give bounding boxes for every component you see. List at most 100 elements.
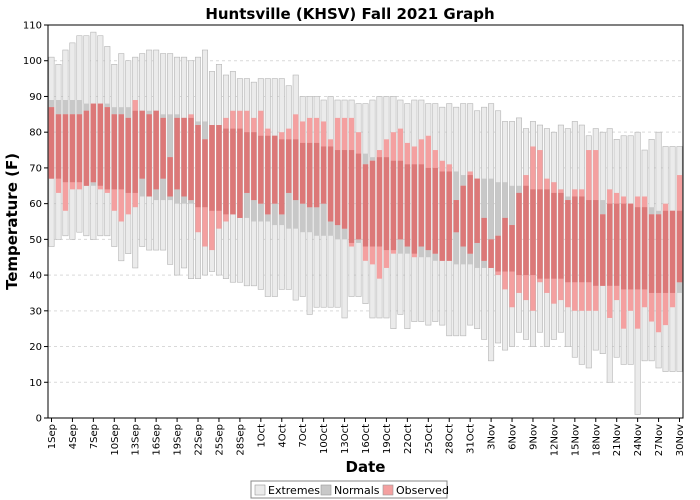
overlap-bar: [355, 153, 362, 240]
overlap-bar: [146, 114, 152, 197]
x-axis-label: Date: [346, 458, 386, 476]
overlap-bar: [230, 128, 236, 215]
y-tick-label: 100: [23, 56, 42, 67]
overlap-bar: [627, 203, 634, 290]
overlap-bar: [418, 164, 425, 247]
overlap-bar: [376, 157, 383, 247]
legend-box: [250, 480, 448, 499]
overlap-bar: [334, 150, 341, 226]
overlap-bar: [174, 117, 180, 190]
overlap-bar: [62, 114, 69, 183]
overlap-bar: [439, 171, 445, 261]
x-tick-label: 18Nov: [591, 424, 602, 456]
overlap-bar: [320, 146, 327, 204]
overlap-bar: [558, 192, 564, 279]
x-tick-label: 28Sep: [235, 424, 246, 456]
overlap-bar: [181, 117, 187, 197]
overlap-bar: [397, 160, 404, 240]
overlap-bar: [369, 160, 376, 247]
x-tick-label: 4Sep: [68, 424, 79, 449]
overlap-bar: [111, 114, 117, 190]
x-tick-label: 22Sep: [194, 424, 205, 456]
x-tick-label: 13Sep: [131, 424, 142, 456]
legend-swatch-observed: [382, 484, 394, 496]
overlap-bar: [216, 125, 222, 211]
x-tick-label: 10Oct: [319, 424, 330, 454]
overlap-bar: [237, 128, 243, 218]
overlap-bar: [516, 192, 522, 276]
overlap-bar: [474, 178, 480, 243]
overlap-bar: [572, 196, 578, 283]
x-tick-label: 16Oct: [361, 424, 372, 454]
overlap-bar: [467, 175, 473, 254]
x-tick-label: 1Oct: [256, 424, 267, 448]
overlap-bar: [83, 110, 90, 186]
overlap-bar: [432, 167, 438, 254]
overlap-bar: [293, 139, 299, 201]
overlap-bar: [614, 203, 620, 286]
x-tick-label: 3Nov: [487, 424, 498, 450]
x-tick-label: 9Nov: [528, 424, 539, 450]
overlap-bar: [523, 185, 529, 276]
legend-swatch-extremes: [254, 484, 266, 496]
x-tick-label: 7Oct: [298, 424, 309, 448]
x-tick-label: 1Sep: [47, 424, 58, 449]
overlap-bar: [662, 210, 669, 293]
legend-label-observed: Observed: [396, 484, 449, 497]
x-tick-label: 25Sep: [214, 424, 225, 456]
legend-label-extremes: Extremes: [268, 484, 320, 497]
overlap-bar: [300, 142, 306, 204]
overlap-bar: [648, 214, 655, 293]
overlap-bar: [272, 135, 278, 204]
overlap-bar: [279, 139, 285, 215]
x-tick-label: 30Nov: [675, 424, 686, 456]
overlap-bar: [509, 225, 515, 272]
overlap-bar: [460, 185, 466, 247]
overlap-bar: [306, 142, 313, 208]
y-tick-label: 60: [29, 199, 42, 210]
legend-label-normals: Normals: [334, 484, 380, 497]
overlap-bar: [669, 210, 676, 293]
x-tick-label: 12Nov: [549, 424, 560, 456]
overlap-bar: [600, 214, 606, 286]
overlap-bar: [55, 114, 62, 179]
overlap-bar: [188, 117, 194, 201]
overlap-bar: [411, 164, 418, 254]
x-tick-label: 25Oct: [424, 424, 435, 454]
overlap-bar: [362, 164, 369, 247]
overlap-bar: [139, 110, 145, 179]
overlap-bar: [551, 192, 557, 279]
overlap-bar: [153, 110, 159, 190]
x-tick-label: 27Nov: [654, 424, 665, 456]
overlap-bar: [565, 200, 571, 283]
overlap-bar: [620, 203, 627, 290]
x-tick-label: 7Sep: [89, 424, 100, 449]
y-tick-label: 30: [29, 306, 42, 317]
y-tick-label: 110: [23, 21, 42, 32]
x-tick-label: 4Oct: [277, 424, 288, 448]
x-tick-label: 13Oct: [340, 424, 351, 454]
overlap-bar: [446, 171, 452, 261]
overlap-bar: [676, 210, 683, 283]
y-tick-label: 80: [29, 128, 42, 139]
overlap-bar: [90, 103, 97, 183]
bar-group: [48, 31, 683, 415]
overlap-bar: [425, 167, 431, 251]
overlap-bar: [390, 160, 397, 251]
x-tick-label: 24Nov: [633, 424, 644, 456]
overlap-bar: [404, 164, 411, 247]
overlap-bar: [488, 239, 494, 268]
overlap-bar: [132, 110, 138, 193]
overlap-bar: [104, 107, 111, 190]
overlap-bar: [593, 200, 599, 286]
overlap-bar: [481, 217, 487, 261]
overlap-bar: [544, 189, 550, 279]
overlap-bar: [286, 139, 292, 193]
overlap-bar: [641, 207, 648, 290]
overlap-bar: [537, 189, 543, 279]
overlap-bar: [383, 157, 390, 251]
overlap-bar: [202, 139, 208, 208]
normals-bar: [488, 178, 494, 268]
x-tick-label: 19Sep: [173, 424, 184, 456]
overlap-bar: [244, 132, 250, 193]
